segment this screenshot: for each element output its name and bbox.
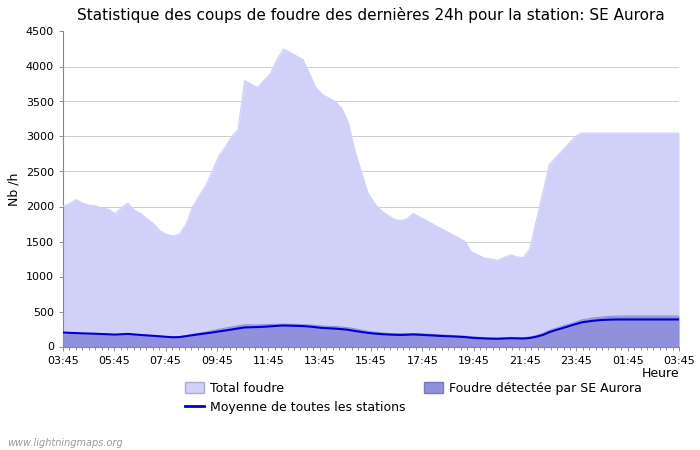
Text: www.lightningmaps.org: www.lightningmaps.org bbox=[7, 438, 122, 448]
Legend: Total foudre, Moyenne de toutes les stations, Foudre détectée par SE Aurora: Total foudre, Moyenne de toutes les stat… bbox=[180, 377, 648, 419]
Text: Heure: Heure bbox=[641, 367, 679, 380]
Y-axis label: Nb /h: Nb /h bbox=[7, 172, 20, 206]
Title: Statistique des coups de foudre des dernières 24h pour la station: SE Aurora: Statistique des coups de foudre des dern… bbox=[77, 7, 665, 23]
